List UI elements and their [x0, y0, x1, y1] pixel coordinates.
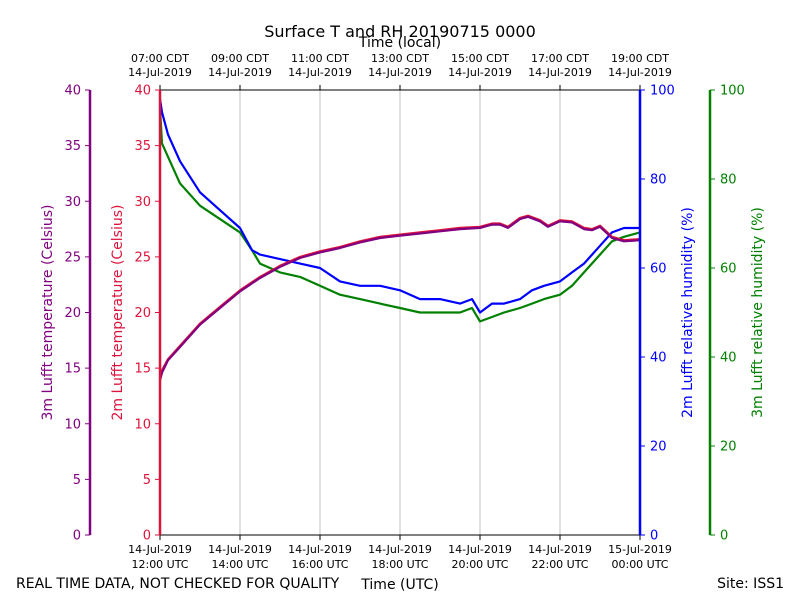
axis-tick-label-t2: 15 [134, 362, 151, 377]
top-tick-label: 11:00 CDT [291, 52, 349, 65]
bottom-tick-label: 00:00 UTC [611, 558, 668, 571]
bottom-tick-label: 12:00 UTC [131, 558, 188, 571]
axis-tick-label-t2: 35 [134, 139, 151, 154]
axis-tick-label-rh2: 20 [650, 440, 667, 455]
axis-tick-label-rh2: 60 [650, 262, 667, 277]
axis-label-rh3: 3m Lufft relative humidity (%) [750, 207, 766, 418]
top-tick-label: 13:00 CDT [371, 52, 429, 65]
top-tick-label: 15:00 CDT [451, 52, 509, 65]
bottom-tick-date: 14-Jul-2019 [208, 543, 272, 556]
top-tick-date: 14-Jul-2019 [208, 66, 272, 79]
axis-tick-label-t3: 40 [64, 84, 81, 99]
chart-title: Surface T and RH 20190715 0000 [264, 22, 536, 41]
series-line-t3 [158, 215, 641, 381]
axis-tick-label-rh2: 40 [650, 351, 667, 366]
axis-tick-label-rh3: 60 [720, 262, 737, 277]
series-layer [158, 98, 641, 381]
bottom-tick-date: 14-Jul-2019 [528, 543, 592, 556]
footer-site: Site: ISS1 [717, 576, 784, 592]
axis-tick-label-rh3: 80 [720, 173, 737, 188]
footer-quality-note: REAL TIME DATA, NOT CHECKED FOR QUALITY [16, 576, 340, 592]
bottom-tick-date: 14-Jul-2019 [288, 543, 352, 556]
top-tick-label: 19:00 CDT [611, 52, 669, 65]
top-tick-label: 07:00 CDT [131, 52, 189, 65]
axis-tick-label-t3: 0 [73, 529, 81, 544]
bottom-tick-label: 14:00 UTC [211, 558, 268, 571]
axis-tick-label-rh2: 100 [650, 84, 675, 99]
axis-tick-label-t2: 5 [143, 473, 151, 488]
axis-tick-label-t3: 35 [64, 139, 81, 154]
series-line-rh3 [158, 107, 641, 323]
axis-label-t3: 3m Lufft temperature (Celsius) [40, 204, 56, 420]
top-tick-date: 14-Jul-2019 [128, 66, 192, 79]
axis-tick-label-rh2: 0 [650, 529, 658, 544]
series-line-rh2 [158, 98, 640, 314]
bottom-tick-label: 20:00 UTC [451, 558, 508, 571]
bottom-tick-date: 14-Jul-2019 [448, 543, 512, 556]
axis-tick-label-t2: 30 [134, 195, 151, 210]
bottom-tick-label: 18:00 UTC [371, 558, 428, 571]
axis-tick-label-rh2: 80 [650, 173, 667, 188]
bottom-tick-label: 16:00 UTC [291, 558, 348, 571]
top-tick-date: 14-Jul-2019 [608, 66, 672, 79]
axis-tick-label-t2: 20 [134, 306, 151, 321]
axis-tick-label-t2: 0 [143, 529, 151, 544]
axis-tick-label-rh3: 20 [720, 440, 737, 455]
top-tick-date: 14-Jul-2019 [368, 66, 432, 79]
bottom-tick-date: 14-Jul-2019 [368, 543, 432, 556]
bottom-axis-label: Time (UTC) [360, 577, 438, 593]
axis-tick-label-rh3: 40 [720, 351, 737, 366]
axis-tick-label-t3: 30 [64, 195, 81, 210]
axis-tick-label-rh3: 100 [720, 84, 745, 99]
axis-tick-label-t2: 10 [134, 417, 151, 432]
axis-tick-label-t3: 10 [64, 417, 81, 432]
axis-tick-label-rh3: 0 [720, 529, 728, 544]
top-tick-label: 17:00 CDT [531, 52, 589, 65]
axis-tick-label-t2: 25 [134, 250, 151, 265]
axis-tick-label-t3: 5 [73, 473, 81, 488]
axis-tick-label-t3: 20 [64, 306, 81, 321]
top-tick-date: 14-Jul-2019 [288, 66, 352, 79]
top-tick-date: 14-Jul-2019 [448, 66, 512, 79]
top-axis-label: Time (local) [358, 35, 441, 51]
top-tick-date: 14-Jul-2019 [528, 66, 592, 79]
bottom-tick-date: 15-Jul-2019 [608, 543, 672, 556]
top-tick-label: 09:00 CDT [211, 52, 269, 65]
bottom-tick-label: 22:00 UTC [531, 558, 588, 571]
axis-tick-label-t2: 40 [134, 84, 151, 99]
axis-label-rh2: 2m Lufft relative humidity (%) [680, 207, 696, 418]
axis-tick-label-t3: 15 [64, 362, 81, 377]
axis-label-t2: 2m Lufft temperature (Celsius) [110, 204, 126, 420]
bottom-tick-date: 14-Jul-2019 [128, 543, 192, 556]
axis-tick-label-t3: 25 [64, 250, 81, 265]
